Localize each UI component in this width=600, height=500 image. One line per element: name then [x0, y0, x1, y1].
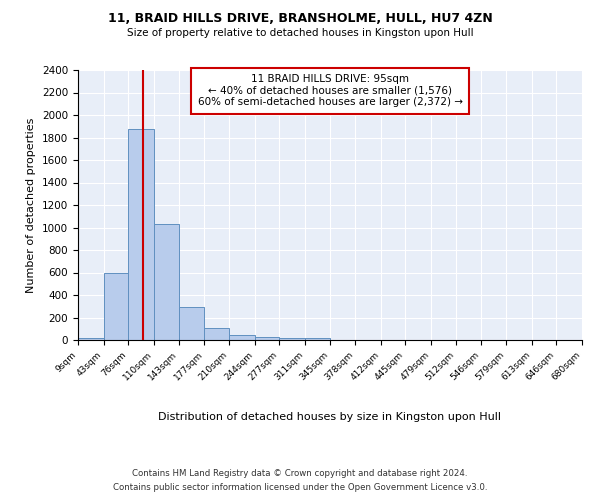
Bar — [279, 338, 305, 340]
Bar — [78, 338, 104, 340]
Text: Contains HM Land Registry data © Crown copyright and database right 2024.: Contains HM Land Registry data © Crown c… — [132, 468, 468, 477]
Bar — [179, 308, 204, 340]
Text: Contains public sector information licensed under the Open Government Licence v3: Contains public sector information licen… — [113, 484, 487, 492]
Bar — [128, 128, 154, 340]
Bar — [305, 338, 331, 340]
Text: Distribution of detached houses by size in Kingston upon Hull: Distribution of detached houses by size … — [158, 412, 502, 422]
Y-axis label: Number of detached properties: Number of detached properties — [26, 118, 37, 292]
Bar — [229, 335, 254, 340]
Bar — [154, 224, 179, 340]
Bar — [254, 337, 279, 340]
Bar — [204, 328, 229, 340]
Text: Size of property relative to detached houses in Kingston upon Hull: Size of property relative to detached ho… — [127, 28, 473, 38]
Text: 11 BRAID HILLS DRIVE: 95sqm
← 40% of detached houses are smaller (1,576)
60% of : 11 BRAID HILLS DRIVE: 95sqm ← 40% of det… — [197, 74, 463, 108]
Text: 11, BRAID HILLS DRIVE, BRANSHOLME, HULL, HU7 4ZN: 11, BRAID HILLS DRIVE, BRANSHOLME, HULL,… — [107, 12, 493, 26]
Bar — [104, 272, 128, 340]
